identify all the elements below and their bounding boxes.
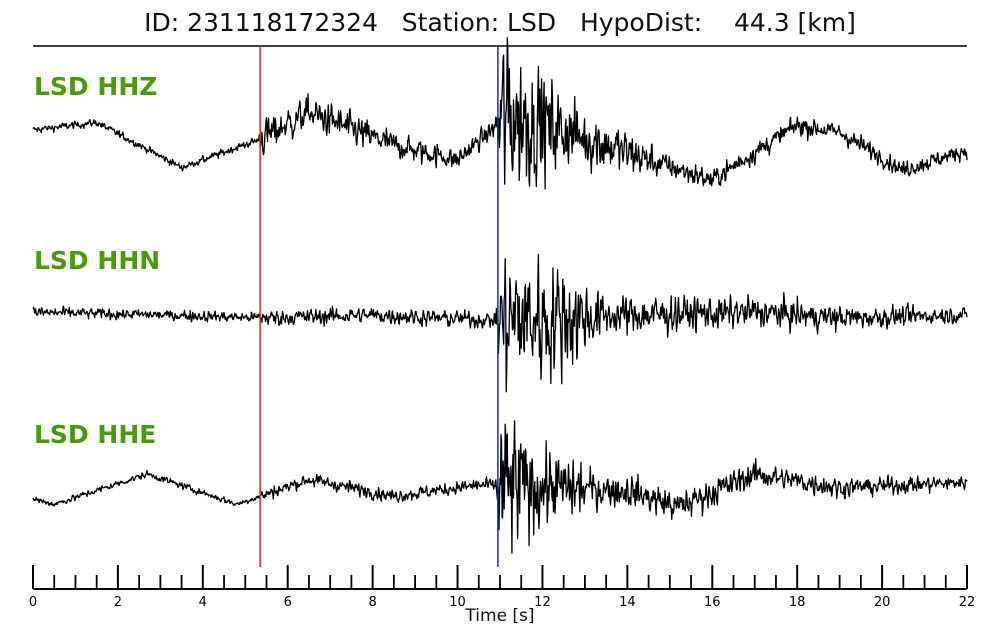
x-tick-label: 10 <box>449 595 466 610</box>
time-axis: 0 2 4 6 8 10 12 14 16 18 20 22 <box>29 565 975 610</box>
trace-hhz <box>32 37 968 190</box>
x-axis-label: Time [s] <box>465 606 535 626</box>
channel-label-hhe: LSD HHE <box>34 420 157 449</box>
phase-pick-group <box>259 46 499 567</box>
trace-hhn <box>32 253 968 393</box>
channel-label-hhz: LSD HHZ <box>34 72 158 101</box>
x-tick-label: 2 <box>114 595 122 610</box>
x-tick-label: 12 <box>534 595 551 610</box>
chart-title: ID: 231118172324 Station: LSD HypoDist: … <box>144 8 856 37</box>
trace-group <box>32 37 968 554</box>
x-tick-label: 8 <box>368 595 376 610</box>
x-tick-label: 22 <box>959 595 976 610</box>
x-tick-label: 14 <box>619 595 636 610</box>
channel-label-hhn: LSD HHN <box>34 246 161 275</box>
x-tick-label: 18 <box>789 595 806 610</box>
trace-hhe <box>32 420 968 554</box>
x-tick-label: 6 <box>284 595 292 610</box>
x-tick-label: 16 <box>704 595 721 610</box>
x-tick-label: 4 <box>199 595 207 610</box>
x-tick-label: 0 <box>29 595 37 610</box>
x-tick-label: 20 <box>874 595 891 610</box>
